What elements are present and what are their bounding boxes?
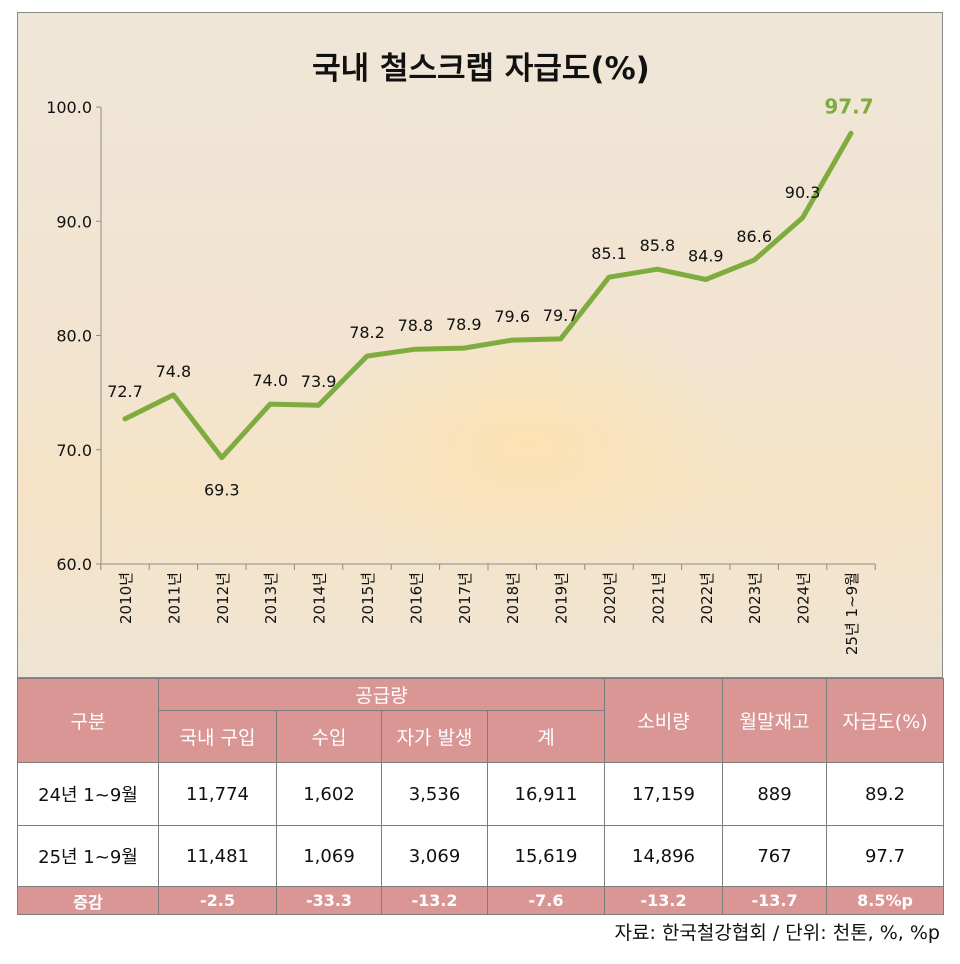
x-tick-label: 2023년	[746, 572, 764, 624]
x-tick-label: 2022년	[698, 572, 716, 624]
header-self-sufficiency: 자급도(%)	[826, 678, 945, 763]
data-label: 85.8	[640, 236, 676, 255]
header-supply: 공급량	[157, 678, 606, 711]
x-tick-label: 2014년	[311, 572, 329, 624]
y-tick-label: 60.0	[56, 555, 92, 574]
data-label: 90.3	[785, 183, 821, 202]
cell-import: -33.3	[276, 886, 382, 915]
x-tick-label: 2011년	[165, 572, 183, 624]
y-tick-label: 80.0	[56, 327, 92, 346]
data-label: 97.7	[824, 94, 873, 118]
cell-domestic: 11,774	[158, 762, 277, 826]
cell-ratio: 8.5%p	[826, 886, 945, 915]
cell-import: 1,602	[276, 762, 382, 826]
x-tick-label: 2010년	[117, 572, 135, 624]
table-row: 25년 1~9월 11,481 1,069 3,069 15,619 14,89…	[17, 825, 945, 887]
x-tick-label: 2016년	[407, 572, 425, 624]
line-chart: 60.0 70.0 80.0 90.0 100.0 2010년 2011년 2012년 2013…	[46, 94, 876, 655]
cell-total: 16,911	[486, 762, 606, 826]
data-label: 78.8	[398, 316, 434, 335]
x-tick-label: 2019년	[553, 572, 571, 624]
header-total: 계	[486, 710, 606, 763]
data-label: 79.6	[494, 307, 530, 326]
x-tick-label: 2017년	[456, 572, 474, 624]
cell-consumption: 17,159	[604, 762, 724, 826]
cell-self: -13.2	[381, 886, 488, 915]
x-tick-label: 2018년	[504, 572, 522, 624]
y-tick-label: 90.0	[56, 212, 92, 231]
y-tick-label: 70.0	[56, 441, 92, 460]
row-label: 25년 1~9월	[17, 825, 159, 887]
cell-ratio: 97.7	[826, 825, 945, 887]
cell-total: 15,619	[486, 825, 606, 887]
cell-domestic: -2.5	[158, 886, 277, 915]
header-self-generated: 자가 발생	[381, 710, 488, 763]
x-tick-label: 25년 1~9월	[843, 572, 861, 655]
cell-ratio: 89.2	[826, 762, 945, 826]
x-tick-label: 2013년	[262, 572, 280, 624]
cell-inventory: 889	[722, 762, 828, 826]
source-note: 자료: 한국철강협회 / 단위: 천톤, %, %p	[614, 922, 940, 944]
y-tick-label: 100.0	[46, 98, 92, 117]
row-label: 증감	[17, 886, 159, 915]
x-tick-label: 2015년	[359, 572, 377, 624]
chart-panel: 국내 철스크랩 자급도(%) 60.0 70.0 80.0 90.0 100.0 2010…	[17, 12, 943, 678]
header-consumption: 소비량	[604, 678, 724, 763]
data-label: 73.9	[301, 372, 337, 391]
cell-self: 3,536	[381, 762, 488, 826]
header-import: 수입	[276, 710, 382, 763]
data-label: 74.8	[156, 362, 192, 381]
data-label: 78.9	[446, 315, 482, 334]
data-label: 69.3	[204, 481, 240, 500]
header-domestic: 국내 구입	[158, 710, 277, 763]
cell-total: -7.6	[486, 886, 606, 915]
cell-import: 1,069	[276, 825, 382, 887]
data-label: 72.7	[107, 382, 143, 401]
data-label: 79.7	[543, 306, 579, 325]
furnace-glow-background	[318, 313, 738, 573]
data-label: 84.9	[688, 247, 724, 266]
chart-title: 국내 철스크랩 자급도(%)	[312, 51, 650, 87]
x-tick-label: 2020년	[601, 572, 619, 624]
cell-inventory: 767	[722, 825, 828, 887]
data-label: 85.1	[591, 244, 627, 263]
cell-consumption: -13.2	[604, 886, 724, 915]
x-tick-label: 2012년	[214, 572, 232, 624]
data-label: 74.0	[252, 371, 288, 390]
scrap-supply-table: 구분 공급량 소비량 월말재고 자급도(%) 국내 구입 수입 자가 발생 계 …	[17, 678, 945, 915]
series-line	[122, 130, 854, 461]
x-tick-label: 2021년	[649, 572, 667, 624]
row-label: 24년 1~9월	[17, 762, 159, 826]
header-inventory: 월말재고	[722, 678, 828, 763]
data-label: 86.6	[736, 227, 772, 246]
table-row-change: 증감 -2.5 -33.3 -13.2 -7.6 -13.2 -13.7 8.5…	[17, 886, 945, 915]
cell-consumption: 14,896	[604, 825, 724, 887]
cell-inventory: -13.7	[722, 886, 828, 915]
data-label: 78.2	[349, 323, 385, 342]
cell-self: 3,069	[381, 825, 488, 887]
header-category: 구분	[17, 678, 159, 763]
table-row: 24년 1~9월 11,774 1,602 3,536 16,911 17,15…	[17, 762, 945, 826]
cell-domestic: 11,481	[158, 825, 277, 887]
x-tick-label: 2024년	[795, 572, 813, 624]
